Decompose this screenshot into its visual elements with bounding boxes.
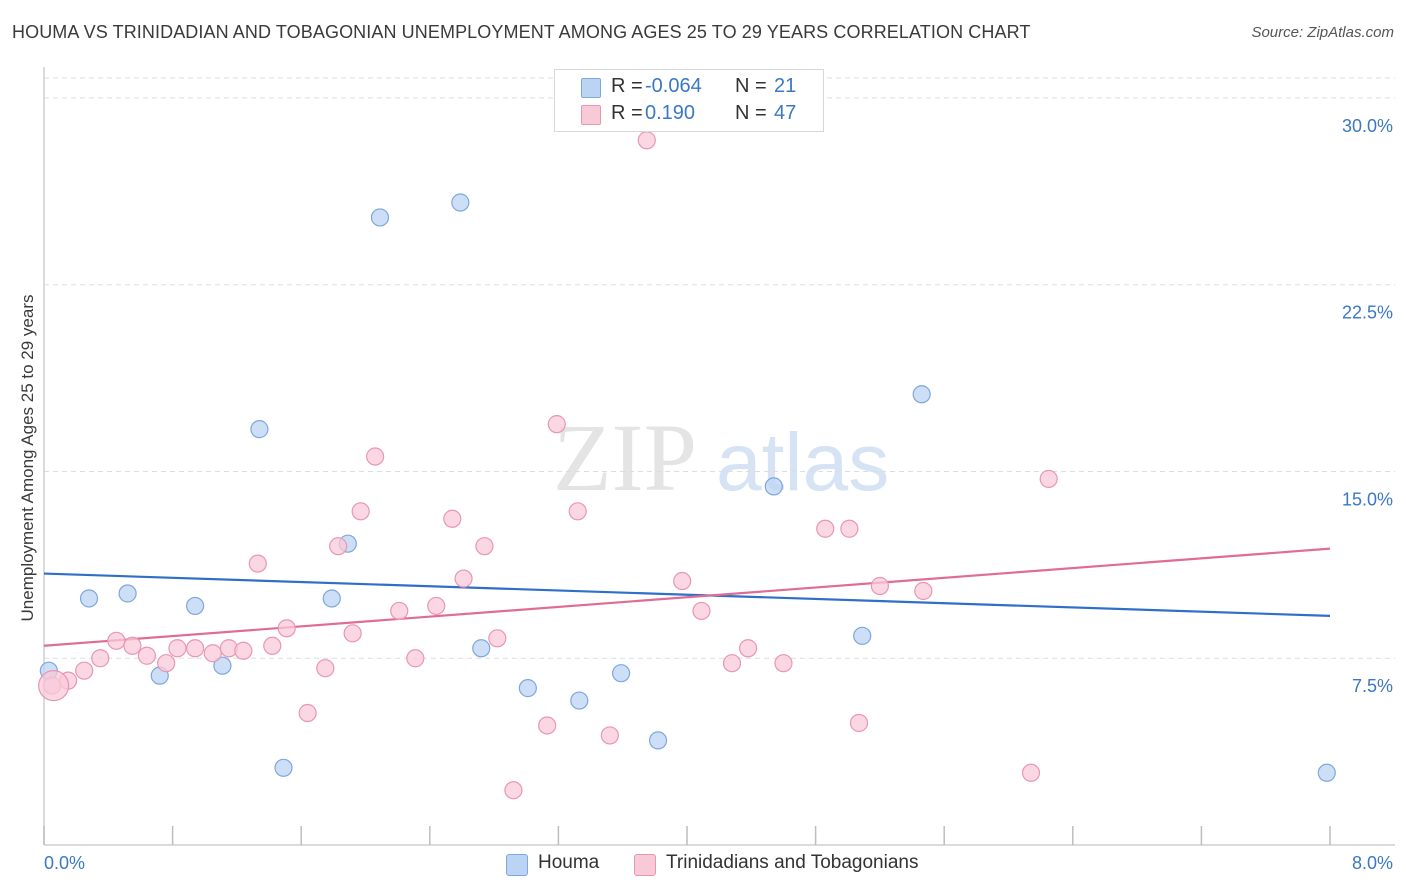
- trin-point: [107, 631, 126, 650]
- y-tick-label: 7.5%: [1352, 676, 1393, 696]
- houma-point: [250, 420, 269, 439]
- trin-point: [427, 596, 446, 616]
- houma-point: [118, 584, 137, 603]
- bottom-legend-label-trin: Trinidadians and Tobagonians: [666, 852, 919, 873]
- houma-point: [518, 679, 537, 698]
- houma-point: [322, 589, 341, 608]
- data-points: [38, 131, 1336, 800]
- trin-point: [849, 713, 869, 733]
- bottom-legend-label-houma: Houma: [538, 852, 600, 873]
- trin-point: [504, 781, 523, 800]
- trin-point: [186, 639, 205, 658]
- trin-trend-line: [43, 547, 1331, 647]
- legend-r-label: R =: [611, 75, 643, 97]
- trin-point: [816, 519, 835, 538]
- trin-point: [774, 654, 793, 673]
- trin-point: [123, 636, 142, 655]
- trin-point: [390, 601, 409, 621]
- houma-point: [79, 589, 99, 608]
- trin-point: [637, 131, 656, 150]
- houma-point: [274, 758, 293, 777]
- houma-point: [213, 656, 232, 675]
- houma-point: [370, 208, 390, 227]
- legend-n-label: N =: [735, 102, 767, 124]
- axes: [43, 67, 1395, 846]
- houma-point: [853, 626, 872, 645]
- trin-point: [75, 661, 94, 680]
- legend-swatch-trin: [581, 105, 601, 125]
- trin-point: [316, 659, 335, 678]
- trin-point: [475, 537, 494, 556]
- trin-point: [263, 636, 282, 655]
- tick-labels: 7.5% 15.0% 22.5% 30.0% 0.0% 8.0%: [44, 116, 1393, 873]
- trin-point: [203, 644, 222, 663]
- bottom-legend-swatch-houma: [506, 854, 528, 876]
- trin-point: [234, 641, 253, 660]
- trin-point: [137, 646, 156, 665]
- legend-n-value: 21: [774, 75, 797, 97]
- trin-point: [692, 601, 711, 621]
- bottom-legend-swatch-trin: [634, 854, 656, 876]
- trin-point: [538, 716, 557, 735]
- houma-point: [764, 477, 783, 496]
- trin-point: [91, 649, 110, 668]
- houma-point: [451, 193, 470, 212]
- trin-point: [738, 639, 758, 658]
- trin-point: [914, 581, 933, 601]
- source-credit: Source: ZipAtlas.com: [1251, 24, 1394, 41]
- trin-point: [547, 415, 566, 434]
- chart-title: HOUMA VS TRINIDADIAN AND TOBAGONIAN UNEM…: [12, 22, 1031, 42]
- trin-point: [298, 703, 317, 723]
- legend-r-value: 0.190: [645, 102, 696, 124]
- trin-point: [443, 509, 462, 528]
- trin-point: [870, 576, 890, 596]
- legend-r-value: -0.064: [645, 75, 702, 97]
- x-tick-label: 8.0%: [1352, 853, 1393, 873]
- houma-trend-line: [43, 572, 1331, 617]
- trin-point: [840, 519, 859, 538]
- trin-point: [277, 619, 296, 638]
- trin-point: [248, 554, 267, 573]
- x-tick-label: 0.0%: [44, 853, 85, 873]
- houma-point: [912, 385, 931, 404]
- trin-point: [343, 624, 362, 643]
- y-tick-label: 22.5%: [1342, 303, 1393, 323]
- legend-swatch-houma: [581, 78, 601, 98]
- trin-point: [157, 654, 176, 673]
- legend-n-value: 47: [774, 102, 797, 124]
- trin-point: [351, 502, 370, 521]
- trin-point: [673, 571, 692, 591]
- houma-point: [611, 664, 631, 683]
- houma-point: [472, 639, 491, 658]
- y-tick-label: 30.0%: [1342, 116, 1393, 136]
- houma-point: [186, 596, 205, 616]
- legend-n-label: N =: [735, 75, 767, 97]
- trin-point: [600, 726, 619, 745]
- houma-point: [570, 691, 589, 710]
- y-axis-label: Unemployment Among Ages 25 to 29 years: [18, 294, 37, 622]
- watermark-zip: ZIP: [553, 404, 697, 511]
- houma-point: [648, 731, 668, 750]
- trin-point: [329, 537, 348, 556]
- watermark-atlas: atlas: [716, 417, 889, 508]
- gridlines: [44, 77, 1395, 659]
- trin-point: [1021, 763, 1041, 782]
- trin-point: [168, 639, 187, 658]
- trin-point: [722, 654, 742, 673]
- houma-point: [1317, 763, 1336, 782]
- trin-point-cluster: [38, 670, 70, 702]
- y-tick-label: 15.0%: [1342, 489, 1393, 509]
- trin-point: [488, 629, 507, 648]
- trin-point: [366, 447, 385, 466]
- trin-point: [1039, 469, 1058, 489]
- correlation-legend: R = -0.064 N = 21 R = 0.190 N = 47: [554, 69, 824, 132]
- trend-lines: [43, 547, 1331, 647]
- trin-point: [568, 502, 587, 521]
- legend-r-label: R =: [611, 102, 643, 124]
- trin-point: [406, 649, 425, 668]
- trin-point: [454, 569, 473, 588]
